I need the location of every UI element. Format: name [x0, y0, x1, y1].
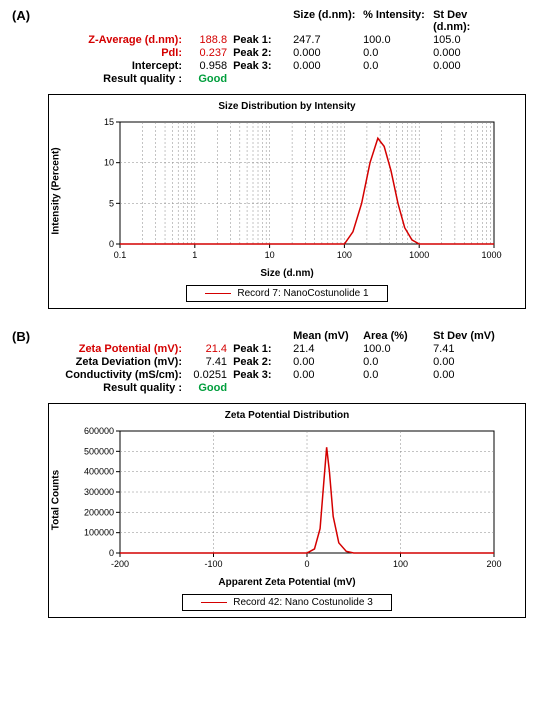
- svg-text:15: 15: [104, 117, 114, 127]
- peak-intensity: 100.0: [363, 343, 433, 355]
- peak-stdev: 0.00: [433, 356, 503, 368]
- param-label: Zeta Deviation (mV):: [76, 356, 185, 368]
- chart-b-xlabel: Apparent Zeta Potential (mV): [53, 577, 521, 588]
- peak-stdev: 0.000: [433, 60, 503, 72]
- param-label: Conductivity (mS/cm):: [65, 369, 185, 381]
- peak-intensity: 0.0: [363, 369, 433, 381]
- peak-name: Peak 3:: [233, 60, 293, 72]
- result-quality-value: Good: [185, 382, 227, 394]
- chart-a-legend-text: Record 7: NanoCostunolide 1: [237, 288, 368, 299]
- panel-a-label: (A): [12, 8, 40, 23]
- params-row: Result quality : Good: [43, 382, 523, 394]
- peak-intensity: 0.0: [363, 60, 433, 72]
- result-quality-value: Good: [185, 73, 227, 85]
- svg-text:400000: 400000: [84, 467, 114, 477]
- peak-size: 0.000: [293, 47, 363, 59]
- param-value: 7.41: [185, 356, 227, 368]
- peak-name: Peak 2:: [233, 47, 293, 59]
- params-row: Conductivity (mS/cm): 0.0251Peak 3:0.000…: [43, 369, 523, 381]
- params-row: Intercept: 0.958Peak 3:0.0000.00.000: [43, 60, 523, 72]
- peak-size: 0.000: [293, 60, 363, 72]
- panel-b-params: Mean (mV) Area (%) St Dev (mV) Zeta Pote…: [43, 329, 523, 395]
- peak-name: Peak 3:: [233, 369, 293, 381]
- params-row: Zeta Potential (mV): 21.4Peak 1:21.4100.…: [43, 343, 523, 355]
- peak-stdev: 0.00: [433, 369, 503, 381]
- panel-b-label: (B): [12, 329, 40, 344]
- params-row: PdI: 0.237Peak 2:0.0000.00.000: [43, 47, 523, 59]
- hdr-b-2: St Dev (mV): [433, 330, 503, 342]
- svg-text:0: 0: [304, 559, 309, 569]
- svg-text:600000: 600000: [84, 426, 114, 436]
- peak-name: Peak 1:: [233, 343, 293, 355]
- chart-a-plot: Intensity (Percent) 0510150.111010010001…: [72, 116, 502, 266]
- panel-b: (B) Mean (mV) Area (%) St Dev (mV) Zeta …: [12, 329, 538, 395]
- param-label: Intercept:: [132, 60, 185, 72]
- svg-text:10: 10: [265, 250, 275, 260]
- param-label: Zeta Potential (mV):: [79, 343, 185, 355]
- legend-line-icon: [201, 602, 227, 603]
- svg-text:100000: 100000: [84, 528, 114, 538]
- params-row: Zeta Deviation (mV): 7.41Peak 2:0.000.00…: [43, 356, 523, 368]
- peak-name: Peak 1:: [233, 34, 293, 46]
- chart-a-legend: Record 7: NanoCostunolide 1: [186, 285, 387, 302]
- svg-text:100: 100: [337, 250, 352, 260]
- result-quality-label: Result quality :: [103, 73, 185, 85]
- params-row: Result quality : Good: [43, 73, 523, 85]
- chart-b-title: Zeta Potential Distribution: [53, 410, 521, 421]
- peak-intensity: 0.0: [363, 356, 433, 368]
- param-value: 0.0251: [185, 369, 227, 381]
- param-value: 0.237: [185, 47, 227, 59]
- svg-text:200000: 200000: [84, 507, 114, 517]
- svg-text:200: 200: [486, 559, 501, 569]
- params-row: Z-Average (d.nm): 188.8 Peak 1:247.7100.0…: [43, 34, 523, 46]
- svg-text:100: 100: [393, 559, 408, 569]
- hdr-b-1: Area (%): [363, 330, 433, 342]
- chart-a-title: Size Distribution by Intensity: [53, 101, 521, 112]
- svg-text:1: 1: [192, 250, 197, 260]
- svg-text:0: 0: [109, 239, 114, 249]
- panel-a-params: Size (d.nm): % Intensity: St Dev (d.nm):…: [43, 8, 523, 86]
- hdr-b-0: Mean (mV): [293, 330, 363, 342]
- peak-name: Peak 2:: [233, 356, 293, 368]
- peak-size: 0.00: [293, 369, 363, 381]
- peak-size: 247.7: [293, 34, 363, 46]
- peak-stdev: 7.41: [433, 343, 503, 355]
- svg-text:0.1: 0.1: [114, 250, 127, 260]
- peak-stdev: 105.0: [433, 34, 503, 46]
- param-label: PdI:: [161, 47, 185, 59]
- param-value: 0.958: [185, 60, 227, 72]
- chart-b-legend-text: Record 42: Nano Costunolide 3: [233, 597, 373, 608]
- result-quality-label: Result quality :: [103, 382, 185, 394]
- svg-text:10000: 10000: [481, 250, 502, 260]
- svg-text:0: 0: [109, 548, 114, 558]
- panel-a: (A) Size (d.nm): % Intensity: St Dev (d.…: [12, 8, 538, 86]
- chart-b-legend: Record 42: Nano Costunolide 3: [182, 594, 392, 611]
- peak-intensity: 0.0: [363, 47, 433, 59]
- svg-text:500000: 500000: [84, 446, 114, 456]
- chart-b-plot: Total Counts 010000020000030000040000050…: [72, 425, 502, 575]
- page: (A) Size (d.nm): % Intensity: St Dev (d.…: [0, 0, 550, 654]
- hdr-a-0: Size (d.nm):: [293, 9, 363, 21]
- hdr-a-2: St Dev (d.nm):: [433, 9, 503, 33]
- hdr-a-1: % Intensity:: [363, 9, 433, 21]
- svg-text:5: 5: [109, 198, 114, 208]
- chart-b-ylabel: Total Counts: [51, 470, 62, 530]
- chart-a-frame: Size Distribution by Intensity Intensity…: [48, 94, 526, 309]
- param-value: 21.4: [185, 343, 227, 355]
- chart-a-xlabel: Size (d.nm): [53, 268, 521, 279]
- chart-a-ylabel: Intensity (Percent): [51, 147, 62, 234]
- peak-size: 21.4: [293, 343, 363, 355]
- svg-text:10: 10: [104, 158, 114, 168]
- param-value: 188.8: [185, 34, 227, 46]
- peak-size: 0.00: [293, 356, 363, 368]
- peak-stdev: 0.000: [433, 47, 503, 59]
- svg-text:-100: -100: [204, 559, 222, 569]
- svg-text:-200: -200: [111, 559, 129, 569]
- peak-intensity: 100.0: [363, 34, 433, 46]
- legend-line-icon: [205, 293, 231, 294]
- svg-text:300000: 300000: [84, 487, 114, 497]
- svg-text:1000: 1000: [409, 250, 429, 260]
- chart-b-frame: Zeta Potential Distribution Total Counts…: [48, 403, 526, 618]
- param-label: Z-Average (d.nm):: [88, 34, 185, 46]
